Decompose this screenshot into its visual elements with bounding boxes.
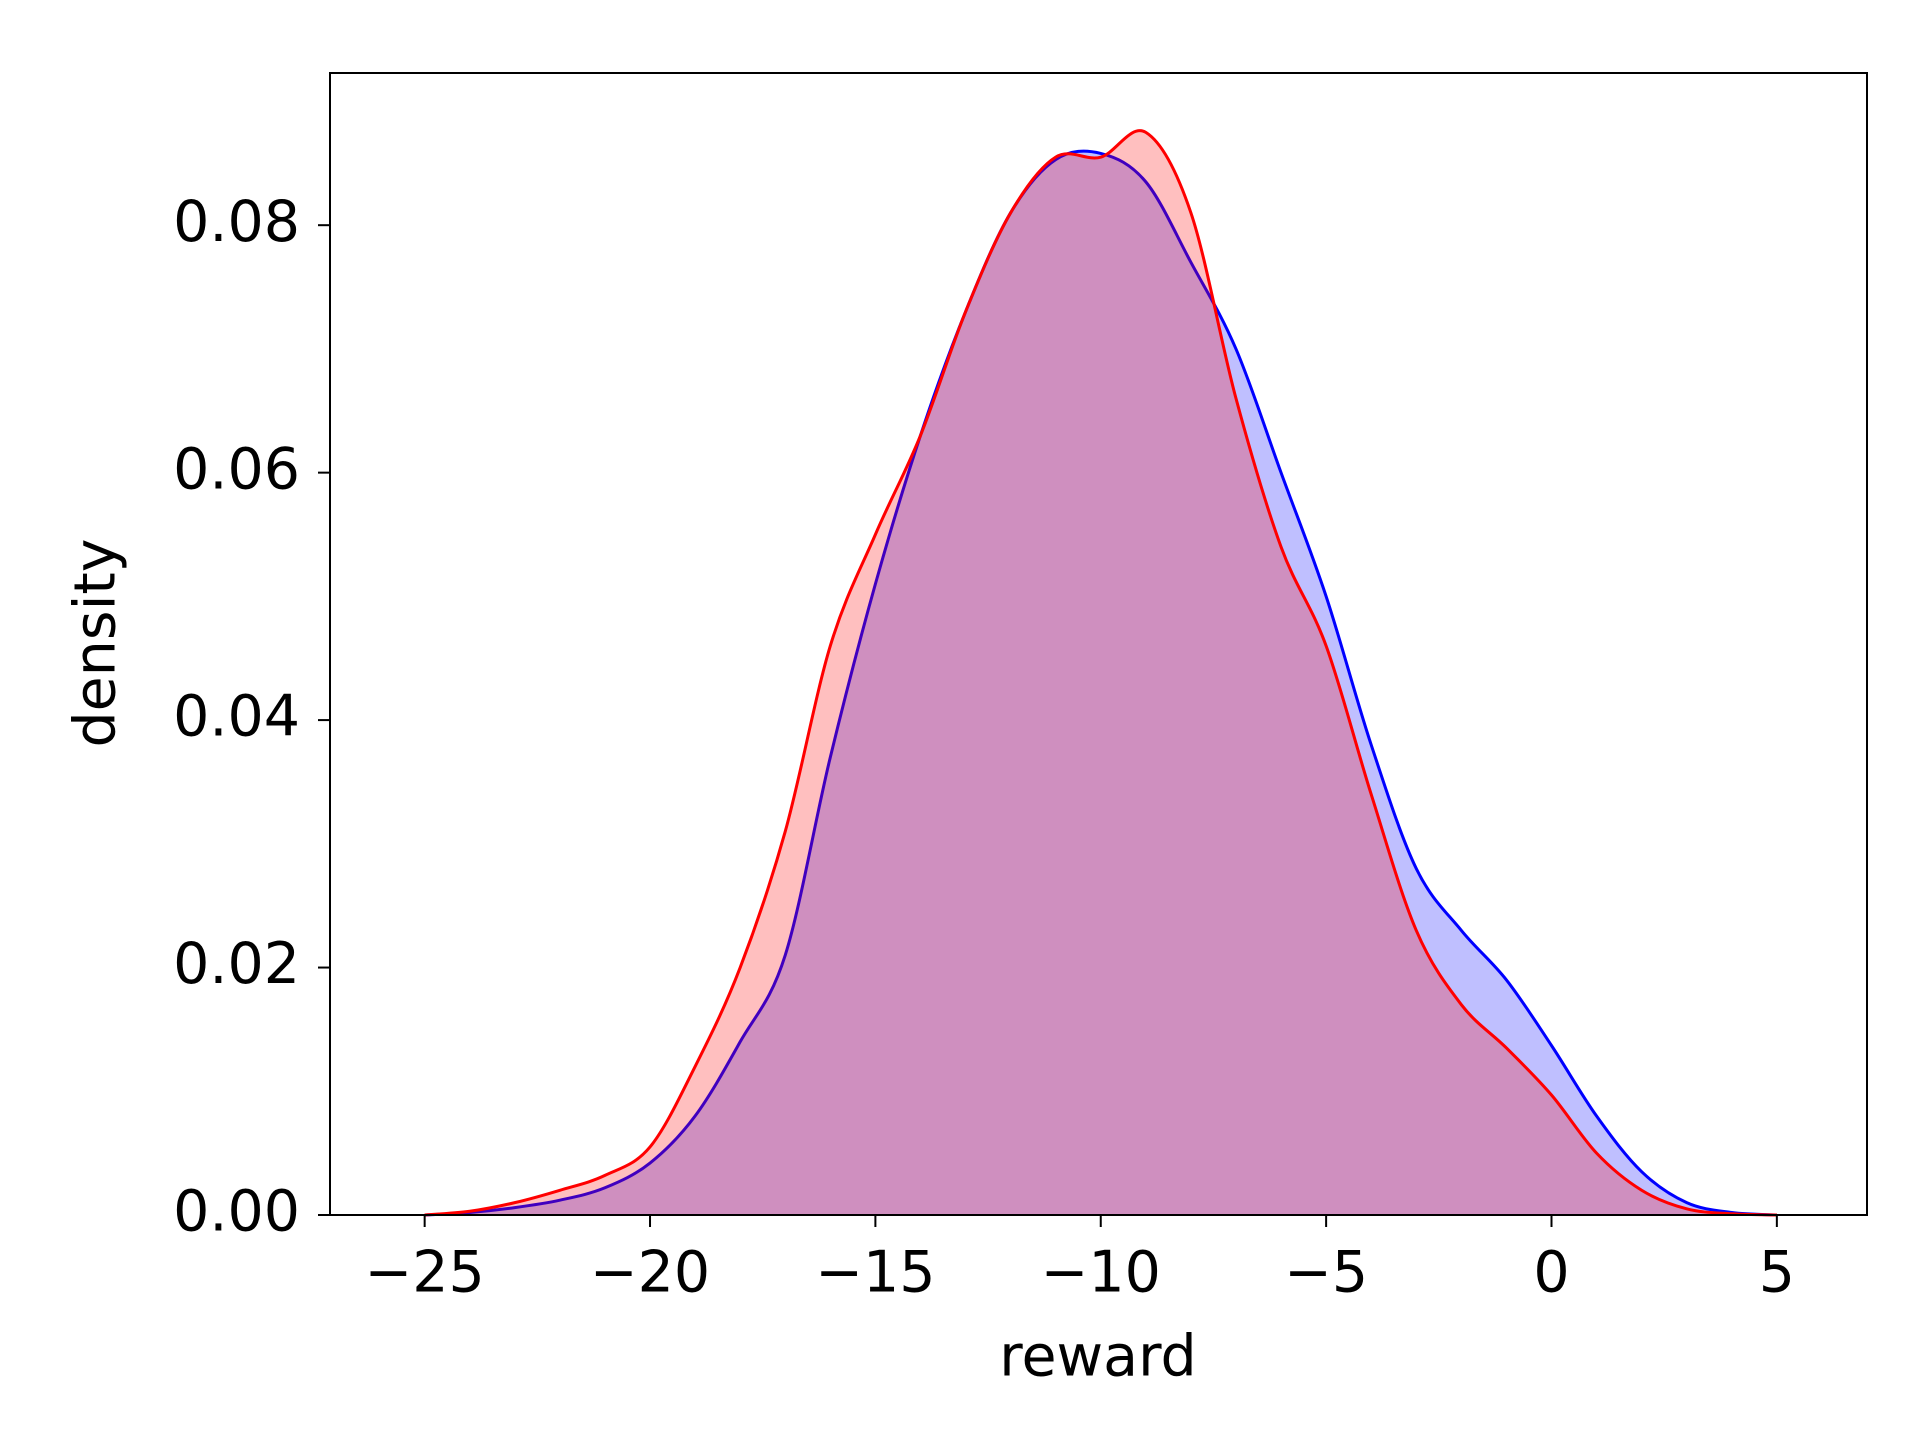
x-tick-label: −15 bbox=[815, 1240, 935, 1306]
x-tick-label: 0 bbox=[1533, 1240, 1569, 1306]
density-area bbox=[424, 130, 1777, 1215]
y-axis-label: density bbox=[63, 539, 129, 748]
x-axis-label: reward bbox=[999, 1324, 1196, 1390]
density-line bbox=[424, 129, 1777, 1217]
x-tick-label: −25 bbox=[365, 1240, 485, 1306]
density-area bbox=[424, 151, 1777, 1216]
x-tick-label: −10 bbox=[1041, 1240, 1161, 1306]
y-tick-label: 0.04 bbox=[173, 684, 300, 750]
x-tick-label: −20 bbox=[590, 1240, 710, 1306]
plot-frame bbox=[329, 72, 1868, 1216]
density-line bbox=[424, 149, 1777, 1217]
x-tick-label: −5 bbox=[1284, 1240, 1368, 1306]
y-tick-label: 0.06 bbox=[173, 436, 300, 502]
y-tick-label: 0.08 bbox=[173, 189, 300, 255]
x-tick-label: 5 bbox=[1759, 1240, 1795, 1306]
y-tick-label: 0.00 bbox=[173, 1179, 300, 1245]
y-tick-label: 0.02 bbox=[173, 931, 300, 997]
